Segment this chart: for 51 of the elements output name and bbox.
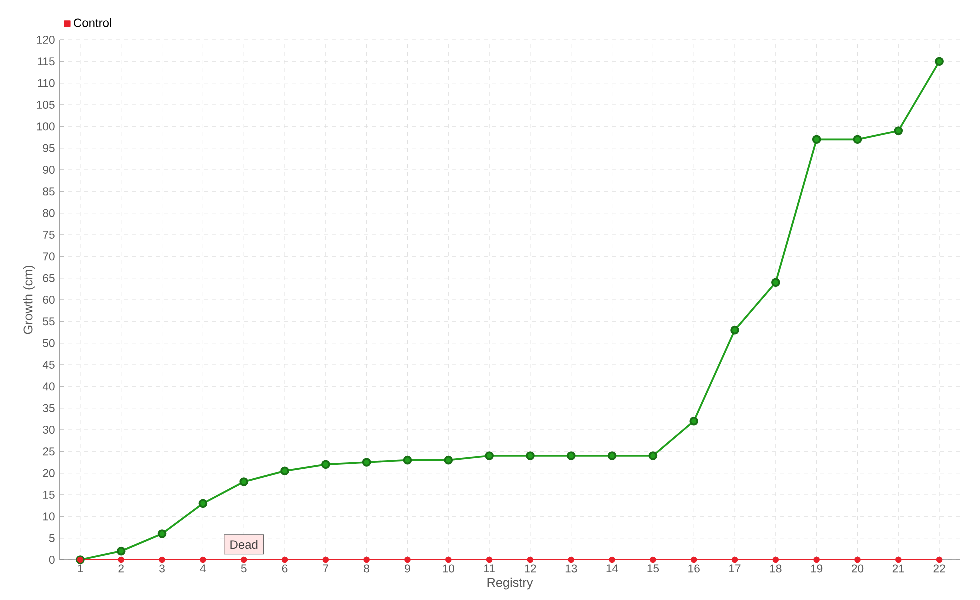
y-tick-label: 65 xyxy=(43,274,55,282)
y-tick-label: 95 xyxy=(43,144,55,152)
y-tick-label: 45 xyxy=(42,361,55,369)
y-tick-label: 110 xyxy=(38,79,55,88)
y-tick-label: 25 xyxy=(43,448,55,456)
y-tick-label: 0 xyxy=(49,556,55,564)
x-tick-label: 9 xyxy=(405,564,410,573)
y-tick-label: 70 xyxy=(43,252,55,261)
y-tick-label: 85 xyxy=(43,188,55,196)
x-tick-label: 6 xyxy=(282,564,288,573)
y-tick-label: 5 xyxy=(49,534,55,542)
x-tick-label: 1 xyxy=(78,564,84,573)
x-tick-label: 4 xyxy=(200,564,206,573)
y-tick-label: 15 xyxy=(44,491,55,499)
y-tick-label: 60 xyxy=(43,296,55,304)
x-tick-label: 5 xyxy=(241,564,247,573)
x-tick-label: 13 xyxy=(566,564,578,573)
x-tick-label: 22 xyxy=(934,564,946,573)
x-tick-label: 21 xyxy=(892,564,904,573)
x-tick-label: 18 xyxy=(770,564,782,573)
annotation: Dead xyxy=(230,540,258,550)
x-tick-label: 3 xyxy=(160,564,165,573)
y-tick-label: 50 xyxy=(43,339,55,348)
x-tick-label: 7 xyxy=(323,564,328,573)
y-axis-title: Growth (cm) xyxy=(23,266,36,334)
x-tick-label: 8 xyxy=(364,564,370,573)
x-tick-label: 15 xyxy=(648,564,660,573)
x-tick-label: 12 xyxy=(525,564,536,573)
y-tick-label: 100 xyxy=(37,122,55,131)
y-tick-label: 120 xyxy=(37,36,55,44)
x-tick-label: 17 xyxy=(730,564,741,573)
y-tick-label: 75 xyxy=(43,231,55,239)
y-tick-label: 30 xyxy=(43,426,55,434)
x-tick-label: 2 xyxy=(118,564,124,573)
legend-label: Control xyxy=(74,18,112,28)
y-tick-label: 105 xyxy=(37,100,55,109)
y-tick-label: 90 xyxy=(43,166,55,174)
x-axis-title: Registry xyxy=(488,578,534,590)
x-tick-label: 19 xyxy=(811,564,823,573)
y-tick-label: 10 xyxy=(44,512,55,521)
y-tick-label: 55 xyxy=(43,318,55,326)
y-tick-label: 40 xyxy=(42,382,55,391)
y-tick-label: 115 xyxy=(38,58,55,66)
x-tick-label: 10 xyxy=(443,564,454,573)
x-tick-label: 20 xyxy=(852,564,864,573)
y-tick-label: 20 xyxy=(43,469,55,478)
x-tick-label: 16 xyxy=(688,564,700,573)
x-tick-label: 11 xyxy=(484,564,495,573)
x-tick-label: 14 xyxy=(606,564,618,573)
y-tick-label: 80 xyxy=(43,209,55,218)
y-tick-label: 35 xyxy=(43,404,55,412)
